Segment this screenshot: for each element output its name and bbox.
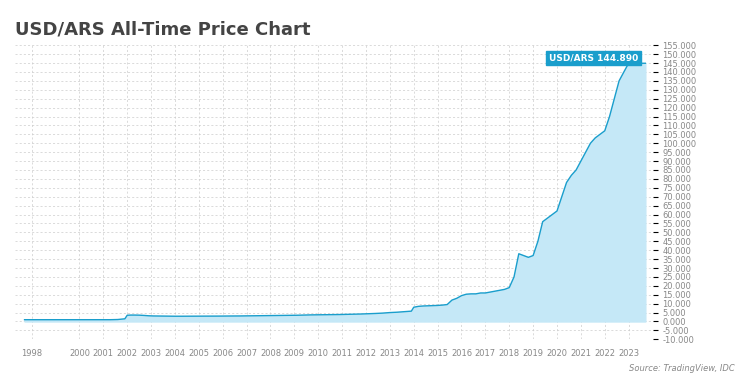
Text: Source: TradingView, IDC: Source: TradingView, IDC xyxy=(629,364,735,373)
Text: USD/ARS All-Time Price Chart: USD/ARS All-Time Price Chart xyxy=(15,20,310,38)
Text: USD/ARS 144.890: USD/ARS 144.890 xyxy=(549,53,638,62)
